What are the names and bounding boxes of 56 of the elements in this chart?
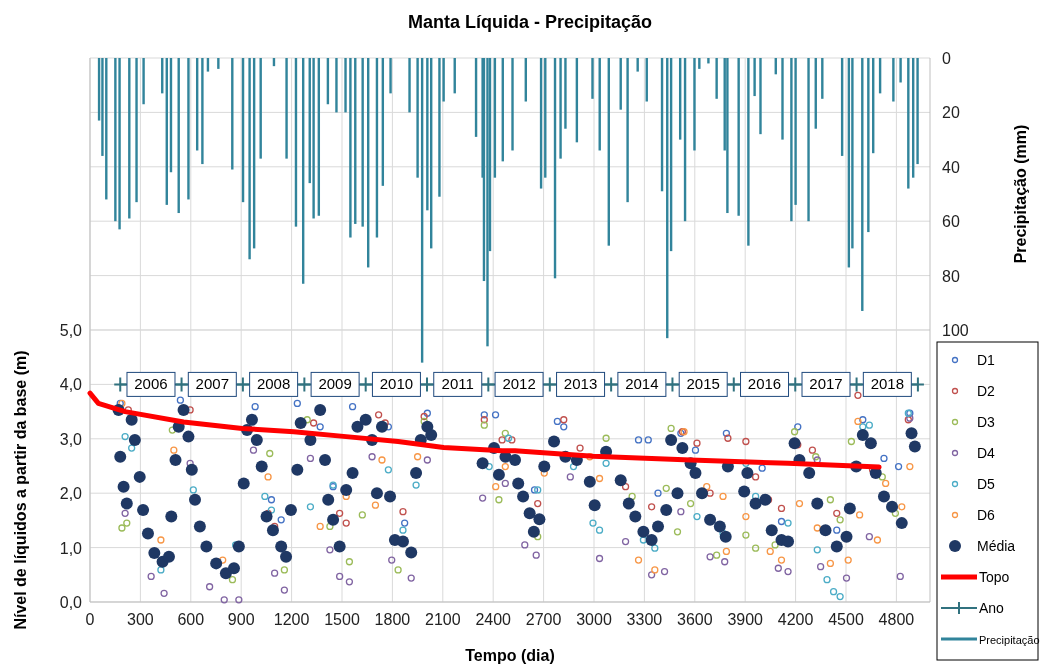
y2-tick-label: 60 <box>942 213 960 231</box>
x-tick-label: 4500 <box>828 611 864 628</box>
annotation: 2008 <box>256 375 291 393</box>
legend-label: Ano <box>979 600 1005 616</box>
annotation: 2016 <box>747 375 782 393</box>
annotation: 2011 <box>441 375 474 393</box>
annotation: 2017 <box>809 375 843 393</box>
legend-label: Precipitação <box>979 634 1040 646</box>
annotation: 2006 <box>134 375 168 393</box>
annotation: 2018 <box>870 375 905 393</box>
y-tick-label: 4,0 <box>59 376 83 394</box>
x-tick-label: 4200 <box>777 611 814 628</box>
x-tick-label: 0 <box>85 611 95 628</box>
x-tick-label: 600 <box>177 611 205 628</box>
y-tick-label: 2,0 <box>59 485 83 503</box>
y2-tick-label: 20 <box>942 104 960 122</box>
y2-axis-title: Precipitação (mm) <box>1012 124 1029 264</box>
x-tick-label: 1500 <box>324 611 360 628</box>
y2-tick-label: 40 <box>942 158 960 176</box>
y-tick-label: 0,0 <box>59 594 83 611</box>
x-tick-label: 900 <box>227 611 255 628</box>
y2-tick-label: 80 <box>942 267 960 285</box>
annotation: 2007 <box>195 375 229 393</box>
legend-label: D3 <box>977 414 996 430</box>
legend-label: D2 <box>977 383 996 399</box>
legend-label: D6 <box>977 507 996 523</box>
x-tick-label: 2700 <box>525 611 562 628</box>
x-tick-label: 3900 <box>727 611 764 628</box>
legend-label: Média <box>977 538 1016 554</box>
annotation: 2014 <box>625 375 659 393</box>
x-tick-label: 2100 <box>425 611 461 628</box>
annotation: 2009 <box>318 375 352 393</box>
legend-label: D5 <box>977 476 996 492</box>
legend-label: Topo <box>979 569 1010 585</box>
annotation: 2012 <box>502 375 536 393</box>
x-tick-label: 300 <box>127 611 154 628</box>
x-tick-label: 3300 <box>626 611 663 628</box>
y-axis-title: Nível de líquidos a partir da base (m) <box>12 350 29 630</box>
legend-label: D4 <box>977 445 996 461</box>
y-tick-label: 5,0 <box>59 322 83 339</box>
chart-title: Manta Líquida - Precipitação <box>407 12 653 32</box>
x-tick-label: 3600 <box>677 611 713 628</box>
x-tick-label: 1200 <box>273 611 310 628</box>
legend-label: D1 <box>977 352 996 368</box>
x-axis-title: Tempo (dia) <box>465 647 555 664</box>
annotation: 2015 <box>686 375 720 393</box>
y-tick-label: 1,0 <box>59 539 83 557</box>
x-tick-label: 1800 <box>374 611 411 628</box>
x-tick-label: 4800 <box>878 611 915 628</box>
y2-tick-label: 0 <box>942 50 951 67</box>
y2-tick-label: 100 <box>942 322 969 339</box>
annotation: 2013 <box>563 375 598 393</box>
annotation: 2010 <box>379 375 414 393</box>
x-tick-label: 3000 <box>576 611 612 628</box>
y-tick-label: 3,0 <box>59 430 83 448</box>
x-tick-label: 2400 <box>475 611 512 628</box>
